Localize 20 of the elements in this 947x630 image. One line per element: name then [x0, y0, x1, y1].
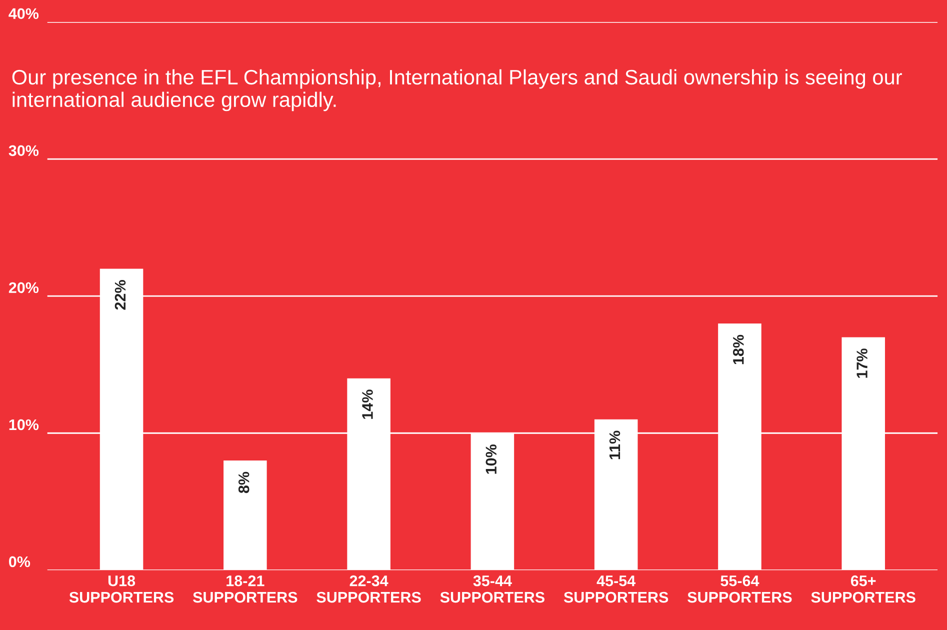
data-label: 18%	[732, 334, 744, 364]
data-label: 10%	[486, 444, 497, 474]
y-tick-label: 10%	[9, 419, 39, 430]
data-label: 22%	[114, 280, 126, 310]
data-label: 17%	[856, 348, 868, 378]
x-tick-label: 35-44 SUPPORTERS	[440, 575, 544, 603]
x-tick-label: 18-21 SUPPORTERS	[192, 575, 298, 603]
data-label: 11%	[609, 430, 620, 460]
text: Our presence in the EFL Championship, International Players and Saudi ownership is seeing our international audience grow rapidly.	[12, 69, 902, 112]
x-tick-label: U18 SUPPORTERS	[69, 575, 174, 603]
x-tick-label: 45-54 SUPPORTERS	[564, 576, 668, 603]
x-tick-label: 55-64 SUPPORTERS	[688, 575, 792, 603]
y-tick-label: 40%	[8, 8, 39, 20]
y-tick-label: 20%	[8, 282, 39, 294]
data-label: 8%	[238, 472, 250, 494]
x-tick-label: 65+ SUPPORTERS	[811, 575, 916, 603]
x-tick-label: 22-34 SUPPORTERS	[316, 575, 421, 603]
data-label: 14%	[362, 390, 373, 419]
y-tick-label: 0%	[9, 556, 30, 568]
y-tick-label: 30%	[8, 145, 39, 156]
